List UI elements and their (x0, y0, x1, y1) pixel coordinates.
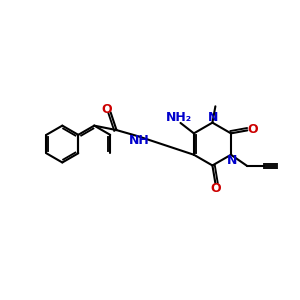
Text: NH₂: NH₂ (166, 111, 192, 124)
Text: O: O (210, 182, 221, 195)
Text: NH: NH (128, 134, 149, 147)
Text: N: N (208, 111, 218, 124)
Text: N: N (227, 154, 238, 166)
Text: O: O (102, 103, 112, 116)
Text: O: O (247, 123, 258, 136)
